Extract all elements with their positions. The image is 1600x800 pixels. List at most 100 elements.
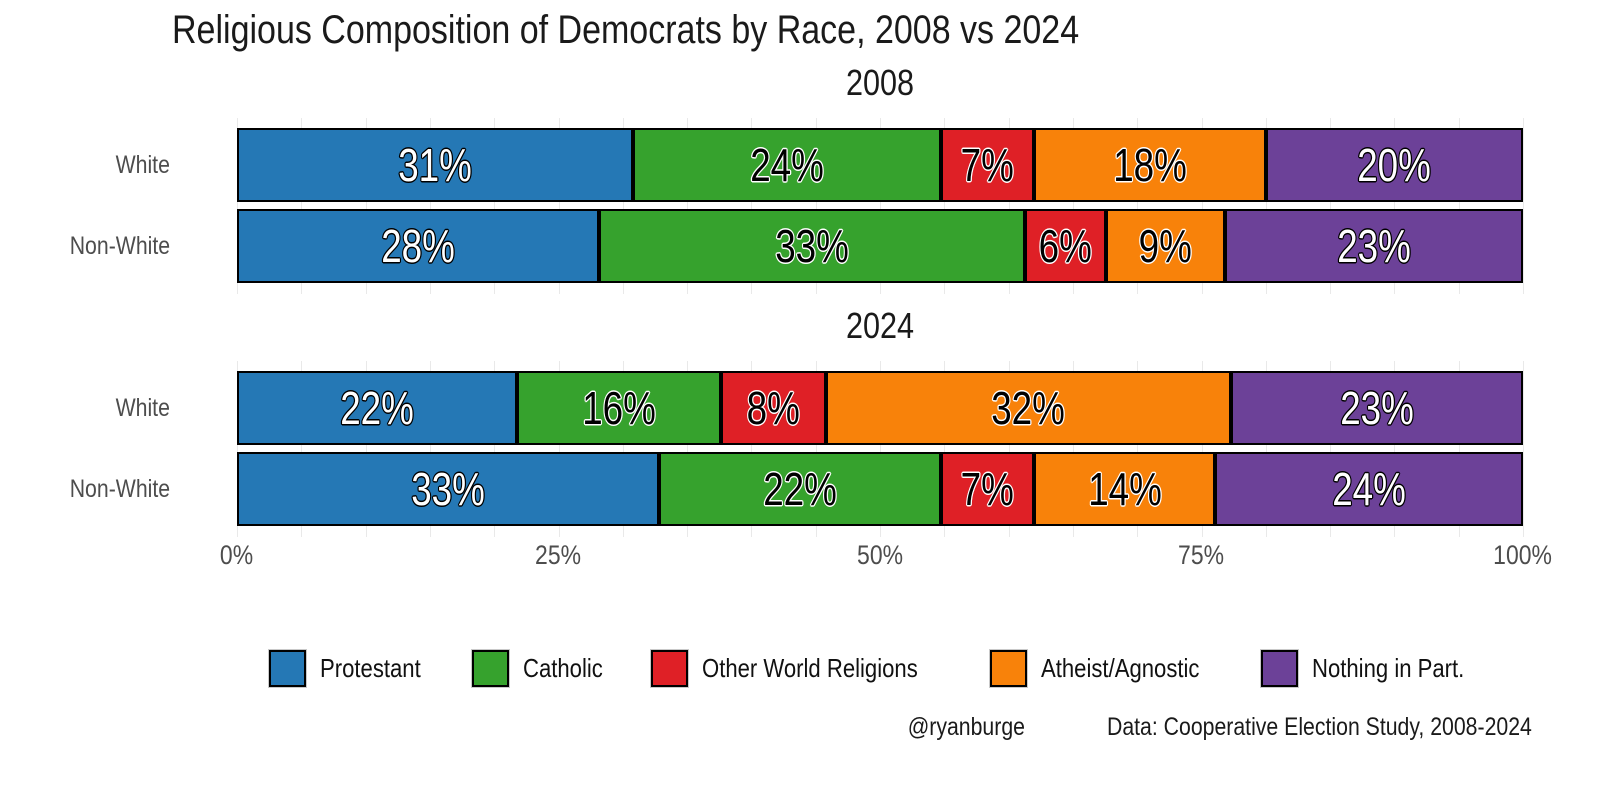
segment-value-label: 16% (582, 382, 656, 434)
segment-protestant: 31% (237, 128, 634, 202)
stacked-bar-2008-white: 31% 24% 7% 18% 20% (237, 128, 1523, 202)
x-tick-50: 50% (820, 540, 940, 571)
segment-catholic: 22% (658, 452, 942, 526)
legend-key-swatch (472, 650, 510, 687)
stacked-bar-2024-white: 22% 16% 8% 32% 23% (237, 371, 1523, 445)
segment-value-label: 8% (746, 382, 801, 434)
segment-value-label: 14% (1087, 463, 1162, 515)
gridline (558, 361, 560, 537)
gridline (1330, 361, 1332, 537)
x-tick-label: 75% (1178, 540, 1225, 570)
segment-value-label: 31% (398, 139, 473, 191)
gridlines (237, 361, 1524, 537)
segment-catholic: 16% (516, 371, 722, 445)
segment-other-world-religions: 8% (721, 371, 826, 445)
gridline (622, 361, 624, 537)
gridline (944, 118, 946, 294)
row-label-text: Non-White (69, 232, 170, 260)
gridline (1008, 118, 1010, 294)
x-axis: 0% 25% 50% 75% 100% (220, 540, 1552, 574)
segment-protestant: 28% (237, 209, 600, 283)
legend-key-swatch (650, 650, 688, 687)
legend-label: Protestant (319, 653, 421, 683)
row-label-non-white: Non-White (0, 452, 170, 526)
gridline (429, 118, 431, 294)
caption-source: Data: Cooperative Election Study, 2008-2… (1107, 713, 1532, 741)
legend-item-atheist-agnostic: Atheist/Agnostic (989, 650, 1227, 687)
gridline (365, 361, 367, 537)
panel-title-wrap: 2008 (237, 62, 1523, 104)
gridline (301, 118, 303, 294)
bar-rows: White 31% 24% 7% 18% 20% Non-White 28% 33% 6% 9% 23… (0, 60, 1600, 300)
gridline (1330, 118, 1332, 294)
gridline (880, 361, 881, 537)
gridline (1523, 361, 1524, 537)
gridline (1523, 118, 1524, 294)
legend-label: Nothing in Part. (1312, 653, 1465, 683)
gridline (494, 361, 496, 537)
segment-value-label: 20% (1357, 139, 1432, 191)
segment-value-label: 32% (991, 382, 1065, 434)
caption: @ryanburge Data: Cooperative Election St… (887, 712, 1532, 743)
stacked-bar-2008-non-white: 28% 33% 6% 9% 23% (237, 209, 1524, 283)
gridline (815, 361, 817, 537)
legend-key-swatch (989, 650, 1027, 687)
gridline (1394, 118, 1396, 294)
legend-label: Catholic (523, 653, 603, 683)
gridline (494, 118, 496, 294)
legend: Protestant Catholic Other World Religions A… (237, 650, 1523, 687)
segment-value-label: 23% (1337, 220, 1411, 272)
segment-value-label: 18% (1113, 139, 1187, 191)
gridline (751, 118, 753, 294)
gridline (751, 361, 753, 537)
segment-nothing-in-part: 24% (1215, 452, 1523, 526)
legend-item-catholic: Catholic (472, 650, 617, 687)
segment-protestant: 22% (237, 371, 517, 445)
legend-key-swatch (268, 650, 306, 687)
panel-2008: 2008 White 31% 24% 7% 18% 20% Non-White 28% 33% 6… (0, 60, 1600, 300)
legend-label: Other World Religions (701, 653, 918, 683)
segment-value-label: 33% (775, 220, 849, 272)
row-label-text: White (115, 394, 170, 422)
x-tick-label: 100% (1493, 540, 1553, 570)
panel-title-2024: 2024 (845, 305, 915, 346)
segment-value-label: 23% (1340, 382, 1414, 434)
gridline (1265, 361, 1267, 537)
x-tick-0: 0% (177, 540, 297, 571)
chart-title: Religious Composition of Democrats by Ra… (172, 8, 1080, 52)
x-tick-25: 25% (499, 540, 619, 571)
x-tick-label: 0% (220, 540, 254, 570)
segment-value-label: 7% (961, 139, 1015, 191)
segment-other-world-religions: 7% (941, 452, 1034, 526)
segment-atheist-agnostic: 18% (1033, 128, 1266, 202)
gridline (1137, 118, 1139, 294)
gridline (622, 118, 624, 294)
segment-value-label: 9% (1138, 220, 1192, 272)
gridline (301, 361, 303, 537)
segment-value-label: 24% (1332, 463, 1406, 515)
segment-atheist-agnostic: 32% (825, 371, 1231, 445)
x-tick-label: 50% (857, 540, 903, 570)
gridline (1201, 361, 1203, 537)
row-label-text: White (115, 151, 170, 179)
panel-title-2008: 2008 (845, 62, 915, 103)
x-tick-100: 100% (1463, 540, 1583, 571)
row-label-text: Non-White (69, 475, 170, 503)
segment-protestant: 33% (237, 452, 659, 526)
legend-item-protestant: Protestant (268, 650, 439, 687)
gridline (944, 361, 946, 537)
gridline (429, 361, 431, 537)
legend-label: Atheist/Agnostic (1040, 653, 1200, 683)
stacked-bar-2024-non-white: 33% 22% 7% 14% 24% (237, 452, 1523, 526)
segment-catholic: 24% (633, 128, 942, 202)
caption-handle: @ryanburge (907, 713, 1026, 741)
segment-value-label: 24% (750, 139, 825, 191)
panel-2024: 2024 White 22% 16% 8% 32% 23% Non-White 33% 22% 7… (0, 303, 1600, 543)
segment-nothing-in-part: 20% (1265, 128, 1523, 202)
row-label-white: White (0, 128, 170, 202)
legend-item-nothing-in-part: Nothing in Part. (1261, 650, 1491, 687)
segment-value-label: 33% (411, 463, 485, 515)
segment-nothing-in-part: 23% (1230, 371, 1523, 445)
segment-atheist-agnostic: 9% (1105, 209, 1225, 283)
